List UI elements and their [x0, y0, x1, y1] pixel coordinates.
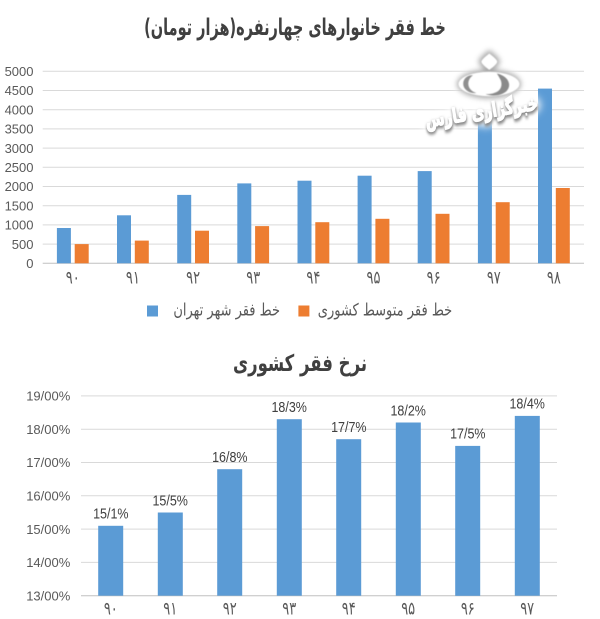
svg-text:2500: 2500: [5, 160, 34, 175]
svg-text:۹۴: ۹۴: [306, 266, 320, 288]
svg-text:18/3%: 18/3%: [271, 399, 306, 415]
svg-text:13/00%: 13/00%: [26, 588, 71, 603]
svg-text:3000: 3000: [5, 141, 34, 156]
svg-text:خط فقر شهر تهران: خط فقر شهر تهران: [173, 300, 280, 320]
svg-text:19/00%: 19/00%: [26, 389, 71, 404]
svg-text:15/5%: 15/5%: [152, 492, 187, 508]
svg-text:۹۱: ۹۱: [126, 266, 140, 288]
svg-text:۹۷: ۹۷: [487, 266, 501, 288]
svg-text:14/00%: 14/00%: [26, 555, 71, 570]
svg-text:15/00%: 15/00%: [26, 522, 71, 537]
svg-text:18/4%: 18/4%: [509, 396, 544, 412]
svg-text:۹۰: ۹۰: [66, 266, 80, 288]
svg-text:۹۴: ۹۴: [342, 597, 356, 619]
svg-text:۹۷: ۹۷: [520, 597, 534, 619]
svg-text:5000: 5000: [5, 64, 34, 79]
svg-text:1000: 1000: [5, 218, 34, 233]
svg-text:۹۶: ۹۶: [427, 266, 441, 288]
svg-text:2000: 2000: [5, 179, 34, 194]
svg-text:15/1%: 15/1%: [93, 506, 128, 522]
svg-text:۹۶: ۹۶: [461, 597, 475, 619]
svg-text:16/8%: 16/8%: [212, 449, 247, 465]
svg-text:۹۰: ۹۰: [104, 597, 118, 619]
svg-text:17/00%: 17/00%: [26, 455, 71, 470]
svg-text:۹۸: ۹۸: [547, 266, 561, 288]
svg-text:۹۲: ۹۲: [186, 266, 200, 288]
svg-text:4000: 4000: [5, 102, 34, 117]
svg-text:۹۲: ۹۲: [223, 597, 237, 619]
svg-text:18/00%: 18/00%: [26, 422, 71, 437]
svg-text:17/5%: 17/5%: [450, 426, 485, 442]
svg-text:18/2%: 18/2%: [390, 402, 425, 418]
svg-text:16/00%: 16/00%: [26, 489, 71, 504]
svg-text:۹۳: ۹۳: [246, 266, 260, 288]
svg-text:17/7%: 17/7%: [331, 419, 366, 435]
svg-text:۹۵: ۹۵: [401, 597, 415, 619]
svg-text:1500: 1500: [5, 198, 34, 213]
svg-text:۹۵: ۹۵: [367, 266, 381, 288]
svg-text:۹۱: ۹۱: [163, 597, 177, 619]
svg-text:0: 0: [26, 256, 33, 271]
svg-text:4500: 4500: [5, 83, 34, 98]
svg-text:۹۳: ۹۳: [282, 597, 296, 619]
svg-text:500: 500: [12, 237, 34, 252]
svg-text:3500: 3500: [5, 122, 34, 137]
svg-text:خط فقر خانوارهای چهارنفره(هزار: خط فقر خانوارهای چهارنفره(هزار تومان): [144, 13, 446, 41]
svg-text:خط فقر متوسط کشوری: خط فقر متوسط کشوری: [318, 300, 452, 320]
svg-text:نرخ فقر کشوری: نرخ فقر کشوری: [233, 349, 367, 377]
